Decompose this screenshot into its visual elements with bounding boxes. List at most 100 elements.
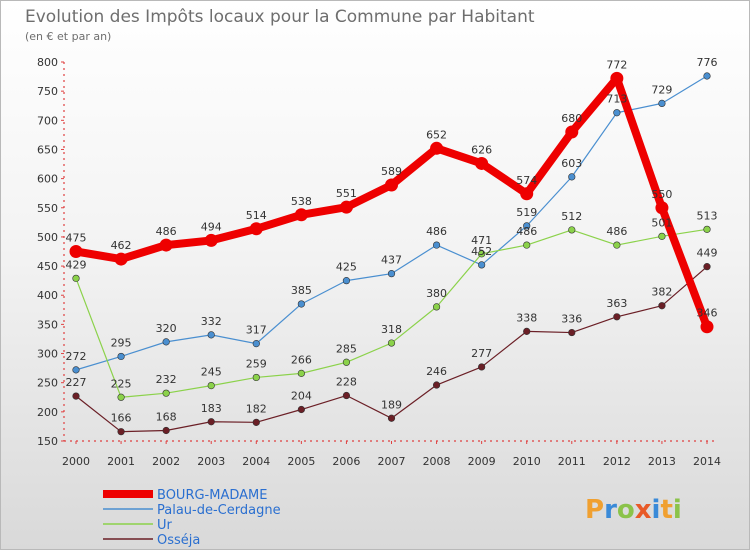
data-label: 363 bbox=[606, 297, 627, 310]
data-point bbox=[117, 428, 125, 436]
data-label: 494 bbox=[201, 220, 222, 233]
data-label: 449 bbox=[697, 247, 718, 260]
y-tick-label: 450 bbox=[37, 260, 58, 273]
data-label: 513 bbox=[697, 209, 718, 222]
data-label: 338 bbox=[516, 311, 537, 324]
data-label: 626 bbox=[471, 143, 492, 156]
series-0 bbox=[69, 71, 714, 334]
data-point bbox=[72, 274, 80, 282]
data-label: 603 bbox=[561, 157, 582, 170]
y-tick-label: 200 bbox=[37, 406, 58, 419]
x-tick-label: 2006 bbox=[332, 455, 360, 468]
y-tick-label: 300 bbox=[37, 348, 58, 361]
x-tick-label: 2005 bbox=[287, 455, 315, 468]
data-label: 652 bbox=[426, 128, 447, 141]
data-label: 259 bbox=[246, 357, 267, 370]
data-label: 285 bbox=[336, 342, 357, 355]
data-label: 246 bbox=[426, 365, 447, 378]
data-label: 166 bbox=[111, 412, 132, 425]
data-point bbox=[387, 339, 396, 347]
data-point bbox=[478, 250, 486, 258]
data-point bbox=[207, 331, 215, 339]
data-label: 189 bbox=[381, 398, 402, 411]
data-point bbox=[658, 99, 666, 107]
data-point bbox=[342, 277, 351, 285]
y-tick-label: 350 bbox=[37, 318, 58, 331]
data-point bbox=[565, 125, 579, 139]
data-point bbox=[252, 373, 260, 382]
data-point bbox=[72, 392, 80, 400]
x-tick-label: 2001 bbox=[107, 455, 135, 468]
data-point bbox=[252, 340, 260, 348]
data-label: 425 bbox=[336, 261, 357, 274]
y-tick-label: 150 bbox=[37, 435, 58, 448]
data-point bbox=[610, 71, 624, 85]
data-label: 245 bbox=[201, 366, 222, 379]
data-point bbox=[159, 238, 173, 252]
y-tick-label: 500 bbox=[37, 231, 58, 244]
data-point bbox=[342, 358, 351, 366]
data-point bbox=[703, 72, 711, 80]
data-label: 437 bbox=[381, 254, 402, 267]
x-tick-label: 2014 bbox=[693, 455, 721, 468]
data-point bbox=[432, 241, 441, 249]
x-tick-label: 2002 bbox=[152, 455, 180, 468]
x-tick-label: 2003 bbox=[197, 455, 225, 468]
legend-label: Osséja bbox=[157, 533, 200, 548]
data-point bbox=[613, 109, 621, 117]
data-point bbox=[385, 178, 398, 192]
data-label: 380 bbox=[426, 287, 447, 300]
data-point bbox=[294, 208, 308, 222]
data-label: 486 bbox=[426, 225, 447, 238]
data-point bbox=[703, 225, 711, 233]
data-label: 295 bbox=[111, 336, 132, 349]
data-point bbox=[520, 187, 534, 201]
data-label: 183 bbox=[201, 402, 222, 415]
y-tick-label: 600 bbox=[37, 173, 58, 186]
data-point bbox=[204, 233, 218, 247]
data-label: 589 bbox=[381, 165, 402, 178]
series-3 bbox=[72, 263, 711, 436]
data-point bbox=[658, 232, 666, 240]
chart-subtitle: (en € et par an) bbox=[25, 30, 111, 43]
data-point bbox=[475, 156, 489, 170]
data-label: 471 bbox=[471, 234, 492, 247]
data-point bbox=[523, 241, 531, 249]
x-tick-label: 2009 bbox=[468, 455, 496, 468]
data-label: 317 bbox=[246, 324, 267, 337]
data-label: 225 bbox=[111, 377, 132, 390]
y-tick-label: 650 bbox=[37, 143, 58, 156]
proxiti-logo: Proxiti bbox=[585, 495, 682, 525]
x-tick-label: 2008 bbox=[423, 455, 451, 468]
data-point bbox=[114, 252, 128, 266]
series-layer bbox=[69, 71, 714, 436]
data-point bbox=[162, 338, 170, 346]
x-tick-label: 2012 bbox=[603, 455, 631, 468]
legend-label: Palau-de-Cerdagne bbox=[157, 503, 281, 518]
data-label: 713 bbox=[606, 93, 627, 106]
data-label: 486 bbox=[156, 225, 177, 238]
y-tick-label: 400 bbox=[37, 289, 58, 302]
data-label: 429 bbox=[66, 258, 87, 271]
data-label: 382 bbox=[651, 286, 672, 299]
data-label: 272 bbox=[66, 350, 87, 363]
data-label: 320 bbox=[156, 322, 177, 335]
data-label: 462 bbox=[111, 239, 132, 252]
data-point bbox=[432, 303, 441, 311]
data-point bbox=[568, 226, 576, 234]
data-point bbox=[117, 393, 125, 401]
data-label: 538 bbox=[291, 195, 312, 208]
x-tick-label: 2011 bbox=[558, 455, 586, 468]
axes: 150 200 250 300 350 400 450 500 550 600 650 700 750 8… bbox=[37, 56, 721, 468]
y-tick-label: 550 bbox=[37, 202, 58, 215]
data-point bbox=[297, 300, 305, 308]
data-label: 514 bbox=[246, 209, 267, 222]
series-1 bbox=[72, 72, 711, 374]
data-label: 228 bbox=[336, 376, 357, 389]
data-label: 680 bbox=[561, 112, 582, 125]
data-label: 204 bbox=[291, 390, 312, 403]
y-tick-label: 800 bbox=[37, 56, 58, 69]
y-tick-label: 750 bbox=[37, 85, 58, 98]
data-label: 776 bbox=[697, 56, 718, 69]
